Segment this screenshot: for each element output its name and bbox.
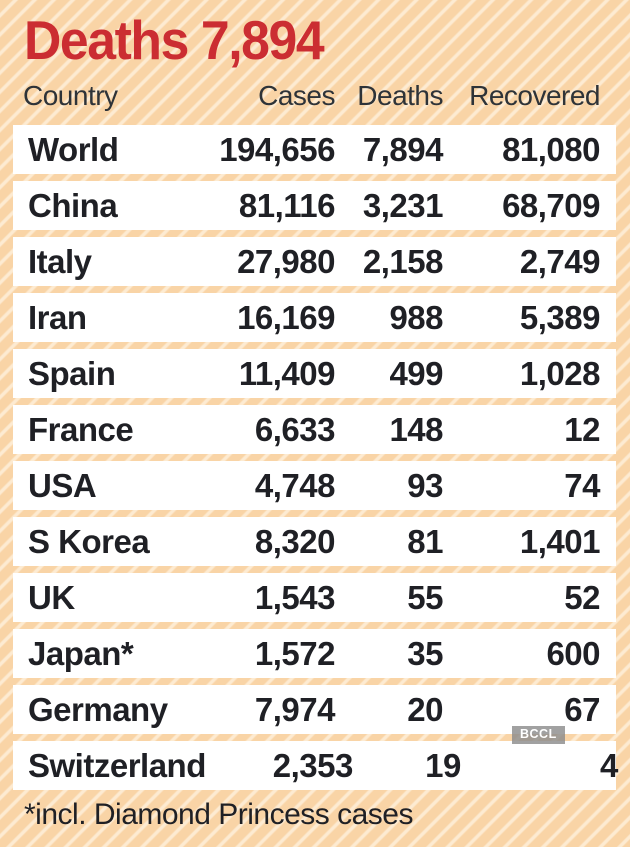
country-cell: UK: [28, 579, 75, 616]
cases-cell: 16,169: [237, 299, 335, 336]
footnote: *incl. Diamond Princess cases: [24, 798, 414, 831]
cases-cell: 8,320: [254, 523, 336, 560]
table-row: China 81,116 3,231 68,709: [13, 181, 616, 230]
table-row: Germany 7,974 20 67: [13, 685, 616, 734]
deaths-cell: 148: [389, 411, 443, 448]
table-row: World 194,656 7,894 81,080: [13, 125, 616, 174]
country-cell: Japan*: [28, 635, 134, 672]
page-title: Deaths 7,894: [24, 9, 325, 71]
table-row: France 6,633 148 12: [13, 405, 616, 454]
cases-cell: 4,748: [254, 467, 336, 504]
recovered-cell: 2,749: [519, 243, 601, 280]
cases-cell: 194,656: [219, 131, 335, 168]
cases-cell: 2,353: [272, 747, 354, 784]
recovered-cell: 5,389: [519, 299, 601, 336]
deaths-cell: 55: [407, 579, 443, 616]
country-cell: China: [28, 187, 118, 224]
country-cell: Spain: [28, 355, 116, 392]
column-header-country: Country: [23, 80, 118, 111]
deaths-cell: 2,158: [362, 243, 444, 280]
recovered-cell: 1,401: [519, 523, 601, 560]
recovered-cell: 74: [564, 467, 600, 504]
table-header: Country Cases Deaths Recovered: [13, 76, 616, 116]
country-cell: France: [28, 411, 134, 448]
table-row: USA 4,748 93 74: [13, 461, 616, 510]
deaths-cell: 93: [407, 467, 443, 504]
country-cell: Italy: [28, 243, 92, 280]
cases-cell: 11,409: [238, 355, 336, 392]
cases-cell: 6,633: [254, 411, 336, 448]
table-row: Spain 11,409 499 1,028: [13, 349, 616, 398]
table-row: UK 1,543 55 52: [13, 573, 616, 622]
cases-cell: 7,974: [254, 691, 336, 728]
recovered-cell: 81,080: [502, 131, 600, 168]
column-header-deaths: Deaths: [357, 80, 443, 111]
recovered-cell: 1,028: [519, 355, 601, 392]
recovered-cell: 68,709: [502, 187, 600, 224]
cases-cell: 1,543: [254, 579, 336, 616]
deaths-cell: 19: [425, 747, 461, 784]
deaths-cell: 7,894: [362, 131, 444, 168]
cases-cell: 27,980: [237, 243, 335, 280]
country-cell: USA: [28, 467, 97, 504]
table-row: Iran 16,169 988 5,389: [13, 293, 616, 342]
recovered-cell: 67: [564, 691, 600, 728]
cases-cell: 1,572: [254, 635, 336, 672]
country-cell: Switzerland: [28, 747, 206, 784]
recovered-cell: 12: [564, 411, 600, 448]
deaths-cell: 988: [389, 299, 443, 336]
table-row: S Korea 8,320 81 1,401: [13, 517, 616, 566]
table-row: Japan* 1,572 35 600: [13, 629, 616, 678]
column-header-cases: Cases: [258, 80, 335, 111]
recovered-cell: 4: [600, 747, 618, 784]
deaths-cell: 20: [407, 691, 443, 728]
deaths-cell: 81: [407, 523, 443, 560]
recovered-cell: 600: [546, 635, 600, 672]
bccl-watermark: BCCL: [512, 726, 565, 744]
recovered-cell: 52: [564, 579, 600, 616]
table-row: Italy 27,980 2,158 2,749: [13, 237, 616, 286]
country-cell: Iran: [28, 299, 87, 336]
table-row: Switzerland 2,353 19 4: [13, 741, 618, 790]
table-body: World 194,656 7,894 81,080 China 81,116 …: [13, 125, 618, 790]
country-cell: S Korea: [28, 523, 150, 560]
country-cell: World: [28, 131, 119, 168]
deaths-cell: 3,231: [362, 187, 444, 224]
deaths-cell: 499: [389, 355, 443, 392]
deaths-cell: 35: [407, 635, 443, 672]
column-header-recovered: Recovered: [469, 80, 600, 111]
country-cell: Germany: [28, 691, 168, 728]
cases-cell: 81,116: [238, 187, 336, 224]
